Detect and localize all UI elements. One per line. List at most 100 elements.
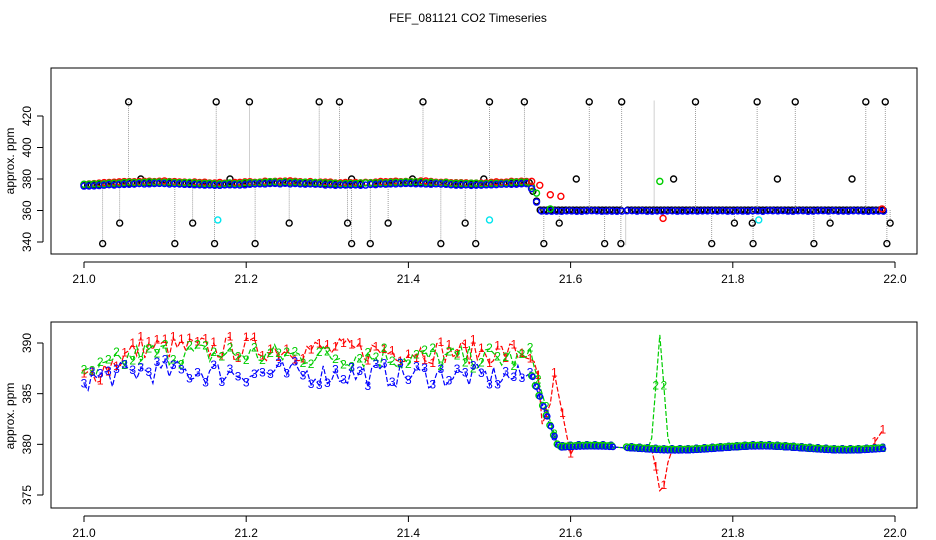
series-2-marker: 2 [292,344,299,358]
series-2-marker: 2 [592,439,599,453]
top-x-tick-label: 21.8 [721,272,745,286]
top-panel-x-axis: 21.0 21.2 21.4 21.6 21.8 22.0 [72,261,907,286]
series-1-marker: 1 [551,366,558,380]
series-1-marker: 1 [592,439,599,453]
flat-section-point [529,373,536,381]
series-3-marker: 3 [332,363,339,377]
raw-spike-point [485,98,494,106]
series-3-marker: 3 [121,357,128,371]
series-3-marker: 3 [202,376,209,390]
raw-dropout-point [472,239,480,248]
sensor-3-point [623,207,631,215]
series-3-marker: 3 [251,367,258,381]
raw-dropout-point [347,239,356,248]
sensor-3-point [769,207,777,215]
sensor-3-point [819,207,827,215]
raw-spike-point [245,98,254,106]
raw-spike-point [691,98,700,106]
series-3-marker: 3 [105,364,112,378]
sensor-3-point [578,207,586,215]
series-3-marker: 3 [170,358,177,372]
sensor-3-point [552,207,561,215]
series-3-marker: 3 [628,440,635,454]
series-1-marker: 1 [194,335,201,349]
series-1-marker: 1 [519,346,526,360]
series-2-marker: 2 [300,356,307,370]
sensor-3-point [643,207,651,215]
series-3-marker: 3 [701,442,708,456]
sensor-3-point [764,206,772,215]
series-2-marker: 2 [170,352,177,366]
sensor-3-point [683,207,692,215]
sensor-2-point [656,177,664,186]
series-2-marker: 2 [510,359,517,373]
series-1-marker: 1 [259,348,266,362]
raw-high-point [572,175,580,183]
sensor-3-point [723,207,732,215]
top-x-tick-label: 21.4 [397,272,421,286]
series-1-marker: 1 [543,406,550,420]
series-2-marker: 2 [356,352,363,366]
series-3-marker: 3 [356,364,363,378]
series-1-marker: 1 [470,332,477,346]
bottom-panel-frame [50,321,918,509]
series-3-marker: 3 [97,367,104,381]
series-1-marker: 1 [652,459,659,473]
series-1-marker: 1 [137,329,144,343]
series-3-marker: 3 [470,358,477,372]
sensor-3-point [688,207,697,215]
series-1-marker: 1 [154,332,161,346]
sensor-3-point [834,207,842,215]
series-2-marker: 2 [340,358,347,372]
sensor-3-point [618,207,626,215]
series-3-marker: 3 [194,366,201,380]
series-2-marker: 2 [137,354,144,368]
series-3-marker: 3 [129,363,136,377]
series-1-marker: 1 [486,356,493,370]
raw-spike-point [862,98,870,106]
raw-dropout-point [883,239,891,248]
series-3-marker: 3 [89,365,96,379]
series-2-marker: 2 [879,441,886,455]
series-1-marker: 1 [535,368,542,382]
series-2-marker: 2 [267,346,274,360]
series-3-marker: 3 [446,374,453,388]
raw-drop-point [461,219,469,227]
flat-section-point [536,393,544,400]
raw-spike-point [520,98,529,106]
series-3-marker: 3 [397,356,404,370]
series-2-marker: 2 [243,353,250,367]
sensor-3-point [537,207,546,215]
flat-section-point [543,413,551,420]
series-3-marker: 3 [275,356,282,370]
cyan-flag-point [485,216,494,224]
sensor-2-point [532,189,541,197]
series-2-marker: 2 [661,379,668,393]
series-2-marker: 2 [413,348,420,362]
raw-drop-point [748,219,756,227]
raw-spike-point [315,98,323,106]
series-1-marker: 1 [113,359,120,373]
series-2-marker: 2 [178,358,185,372]
bottom-x-tick-label: 21.2 [235,526,259,540]
series-2-marker: 2 [397,357,404,371]
series-3-marker: 3 [267,367,274,381]
series-3-marker: 3 [510,370,517,384]
series-3-marker: 3 [478,366,485,380]
series-1-marker: 1 [421,353,428,367]
top-panel: 21.0 21.2 21.4 21.6 21.8 22.0 340 360 380 400 420… [3,67,918,286]
sensor-3-point [638,207,646,215]
raw-dropout-point [708,239,716,248]
series-3-marker: 3 [486,377,493,391]
series-1-marker: 1 [373,339,380,353]
series-1-marker: 1 [121,346,128,360]
raw-dropout-point [540,239,548,248]
series-3-marker: 3 [146,365,153,379]
series-2-marker: 2 [652,379,659,393]
series-3-marker: 3 [308,377,315,391]
series-2-marker: 2 [251,340,258,354]
sensor-3-point [673,207,682,215]
sensor-3-point [779,206,787,215]
raw-dropout-point [810,239,818,248]
